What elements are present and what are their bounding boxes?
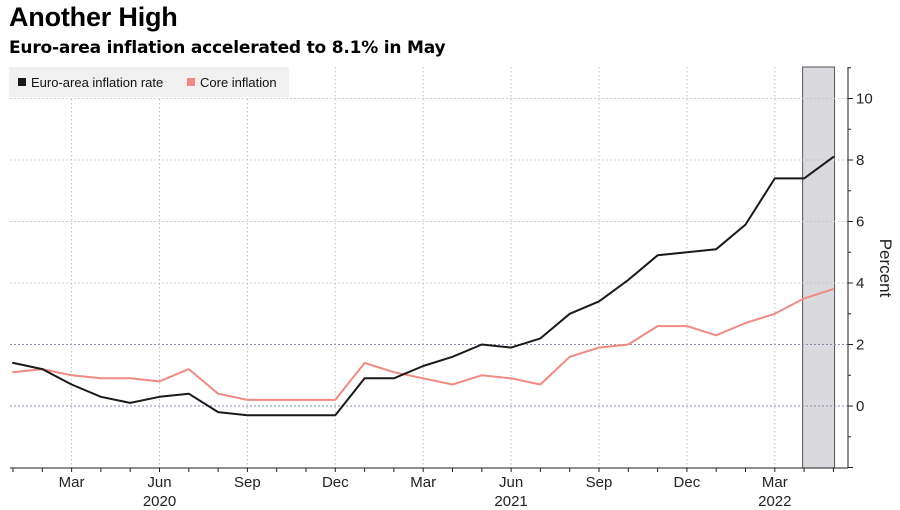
x-tick-label: Jun [147, 474, 171, 491]
plot-area: 0 2 4 6 8 10 Mar Jun Sep Dec Mar Jun Sep Dec Mar 2020 20… [10, 66, 873, 510]
shaded-period [802, 66, 836, 469]
x-tick-label: Sep [586, 474, 613, 491]
y-tick-label: 2 [856, 337, 864, 354]
series-line-headline-inflation [12, 155, 835, 417]
legend-swatch-headline [18, 78, 26, 86]
x-year-label: 2021 [494, 493, 527, 510]
legend-background [9, 67, 289, 97]
legend-label-core: Core inflation [200, 75, 277, 90]
x-tick-label: Sep [234, 474, 261, 491]
legend-label-headline: Euro-area inflation rate [31, 75, 163, 90]
x-tick-label: Mar [410, 474, 436, 491]
y-tick-label: 6 [856, 214, 864, 231]
x-tick-label: Mar [762, 474, 788, 491]
chart-subtitle: Euro-area inflation accelerated to 8.1% … [9, 38, 446, 58]
y-axis-title: Percent [876, 239, 895, 298]
y-tick-label: 8 [856, 152, 864, 169]
x-tick-label: Dec [674, 474, 701, 491]
y-tick-label: 4 [856, 275, 864, 292]
x-year-label: 2020 [143, 493, 176, 510]
series-line-core-inflation [12, 288, 835, 401]
legend-swatch-core [187, 78, 195, 86]
y-tick-label: 0 [856, 398, 864, 415]
x-tick-label: Jun [499, 474, 523, 491]
chart-title: Another High [9, 2, 178, 32]
legend: Euro-area inflation rate Core inflation [9, 67, 289, 97]
y-tick-label: 10 [856, 91, 873, 108]
x-tick-label: Mar [59, 474, 85, 491]
x-year-label: 2022 [758, 493, 791, 510]
x-tick-label: Dec [322, 474, 349, 491]
